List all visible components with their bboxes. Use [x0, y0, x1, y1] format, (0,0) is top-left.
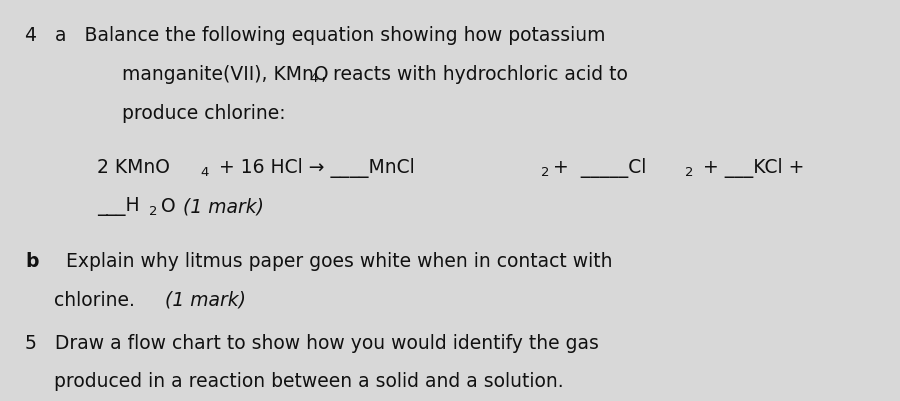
Text: Explain why litmus paper goes white when in contact with: Explain why litmus paper goes white when…	[54, 251, 613, 270]
Text: 2: 2	[541, 165, 549, 178]
Text: 4   a   Balance the following equation showing how potassium: 4 a Balance the following equation showi…	[25, 26, 606, 45]
Text: (1 mark): (1 mark)	[165, 290, 246, 309]
Text: + 16 HCl → ____MnCl: + 16 HCl → ____MnCl	[213, 158, 415, 178]
Text: 2 KMnO: 2 KMnO	[97, 158, 170, 177]
Text: chlorine.: chlorine.	[54, 290, 135, 309]
Text: b: b	[25, 251, 39, 270]
Text: (1 mark): (1 mark)	[184, 197, 265, 216]
Text: 4: 4	[200, 165, 209, 178]
Text: produce chlorine:: produce chlorine:	[122, 104, 285, 123]
Text: produced in a reaction between a solid and a solution.: produced in a reaction between a solid a…	[54, 371, 563, 391]
Text: 4: 4	[310, 72, 318, 85]
Text: + ___KCl +: + ___KCl +	[697, 158, 805, 178]
Text: +  _____Cl: + _____Cl	[553, 158, 646, 178]
Text: 5   Draw a flow chart to show how you would identify the gas: 5 Draw a flow chart to show how you woul…	[25, 333, 599, 352]
Text: O: O	[161, 197, 181, 216]
Text: 2: 2	[685, 165, 694, 178]
Text: ___H: ___H	[97, 197, 140, 216]
Text: 2: 2	[149, 204, 158, 217]
Text: manganite(VII), KMnO: manganite(VII), KMnO	[122, 65, 328, 84]
Text: , reacts with hydrochloric acid to: , reacts with hydrochloric acid to	[321, 65, 628, 84]
